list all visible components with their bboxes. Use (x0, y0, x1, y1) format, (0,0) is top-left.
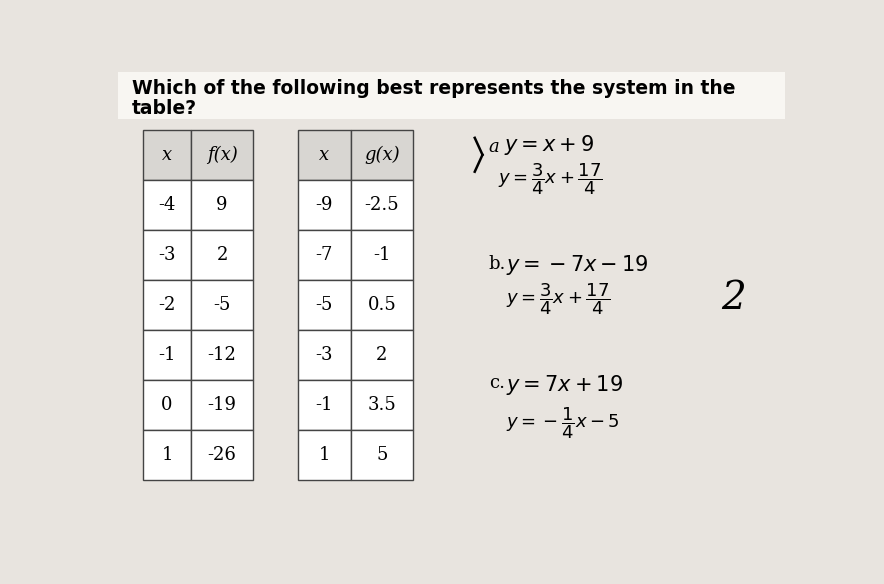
Text: x: x (162, 146, 172, 164)
Bar (191, 430, 253, 481)
Text: -7: -7 (316, 246, 333, 265)
Text: $y = x + 9$: $y = x + 9$ (504, 133, 595, 157)
Bar (351, 380, 413, 430)
Text: c.: c. (489, 374, 505, 392)
Text: 1: 1 (318, 446, 330, 464)
Text: -12: -12 (208, 346, 237, 364)
Text: -5: -5 (316, 296, 333, 314)
Text: 3.5: 3.5 (368, 397, 396, 415)
Text: -1: -1 (373, 246, 391, 265)
Text: a: a (489, 138, 499, 156)
Bar (191, 180, 253, 230)
Text: -19: -19 (208, 397, 237, 415)
Text: -3: -3 (158, 246, 176, 265)
Bar (191, 380, 253, 430)
Text: -5: -5 (213, 296, 231, 314)
Text: $y = 7x + 19$: $y = 7x + 19$ (506, 373, 622, 397)
Bar (143, 180, 191, 230)
Text: table?: table? (133, 99, 197, 119)
Text: -3: -3 (316, 346, 333, 364)
Text: -26: -26 (208, 446, 237, 464)
Text: 1: 1 (161, 446, 173, 464)
Text: -2: -2 (158, 296, 176, 314)
Bar (298, 430, 351, 481)
Bar (351, 331, 413, 380)
Bar (351, 130, 413, 180)
Text: $y = -\dfrac{1}{4}x - 5$: $y = -\dfrac{1}{4}x - 5$ (506, 405, 620, 441)
Bar (298, 230, 351, 280)
Bar (191, 331, 253, 380)
Bar (298, 130, 351, 180)
Text: 0: 0 (161, 397, 173, 415)
Bar (143, 331, 191, 380)
Bar (118, 72, 785, 119)
Bar (351, 180, 413, 230)
Bar (298, 380, 351, 430)
Bar (351, 280, 413, 331)
Text: -1: -1 (316, 397, 333, 415)
Bar (143, 280, 191, 331)
Text: Which of the following best represents the system in the: Which of the following best represents t… (133, 79, 735, 98)
Bar (143, 380, 191, 430)
Text: x: x (319, 146, 330, 164)
Bar (143, 430, 191, 481)
Text: -9: -9 (316, 196, 333, 214)
Text: $y = -7x - 19$: $y = -7x - 19$ (506, 253, 648, 277)
Text: 2: 2 (376, 346, 387, 364)
Text: f(x): f(x) (207, 146, 238, 164)
Bar (298, 180, 351, 230)
Text: -1: -1 (158, 346, 176, 364)
Text: 5: 5 (376, 446, 387, 464)
Text: $y = \dfrac{3}{4}x + \dfrac{17}{4}$: $y = \dfrac{3}{4}x + \dfrac{17}{4}$ (506, 282, 610, 318)
Bar (191, 130, 253, 180)
Bar (191, 280, 253, 331)
Bar (298, 280, 351, 331)
Text: -2.5: -2.5 (364, 196, 399, 214)
Text: $y = \dfrac{3}{4}x + \dfrac{17}{4}$: $y = \dfrac{3}{4}x + \dfrac{17}{4}$ (498, 161, 603, 197)
Text: 2: 2 (721, 280, 746, 317)
Bar (143, 230, 191, 280)
Bar (351, 430, 413, 481)
Text: -4: -4 (158, 196, 176, 214)
Text: 0.5: 0.5 (368, 296, 396, 314)
Text: g(x): g(x) (364, 146, 400, 164)
Bar (351, 230, 413, 280)
Bar (143, 130, 191, 180)
Bar (191, 230, 253, 280)
Bar (298, 331, 351, 380)
Text: 2: 2 (217, 246, 228, 265)
Text: b.: b. (489, 255, 506, 273)
Text: 9: 9 (217, 196, 228, 214)
